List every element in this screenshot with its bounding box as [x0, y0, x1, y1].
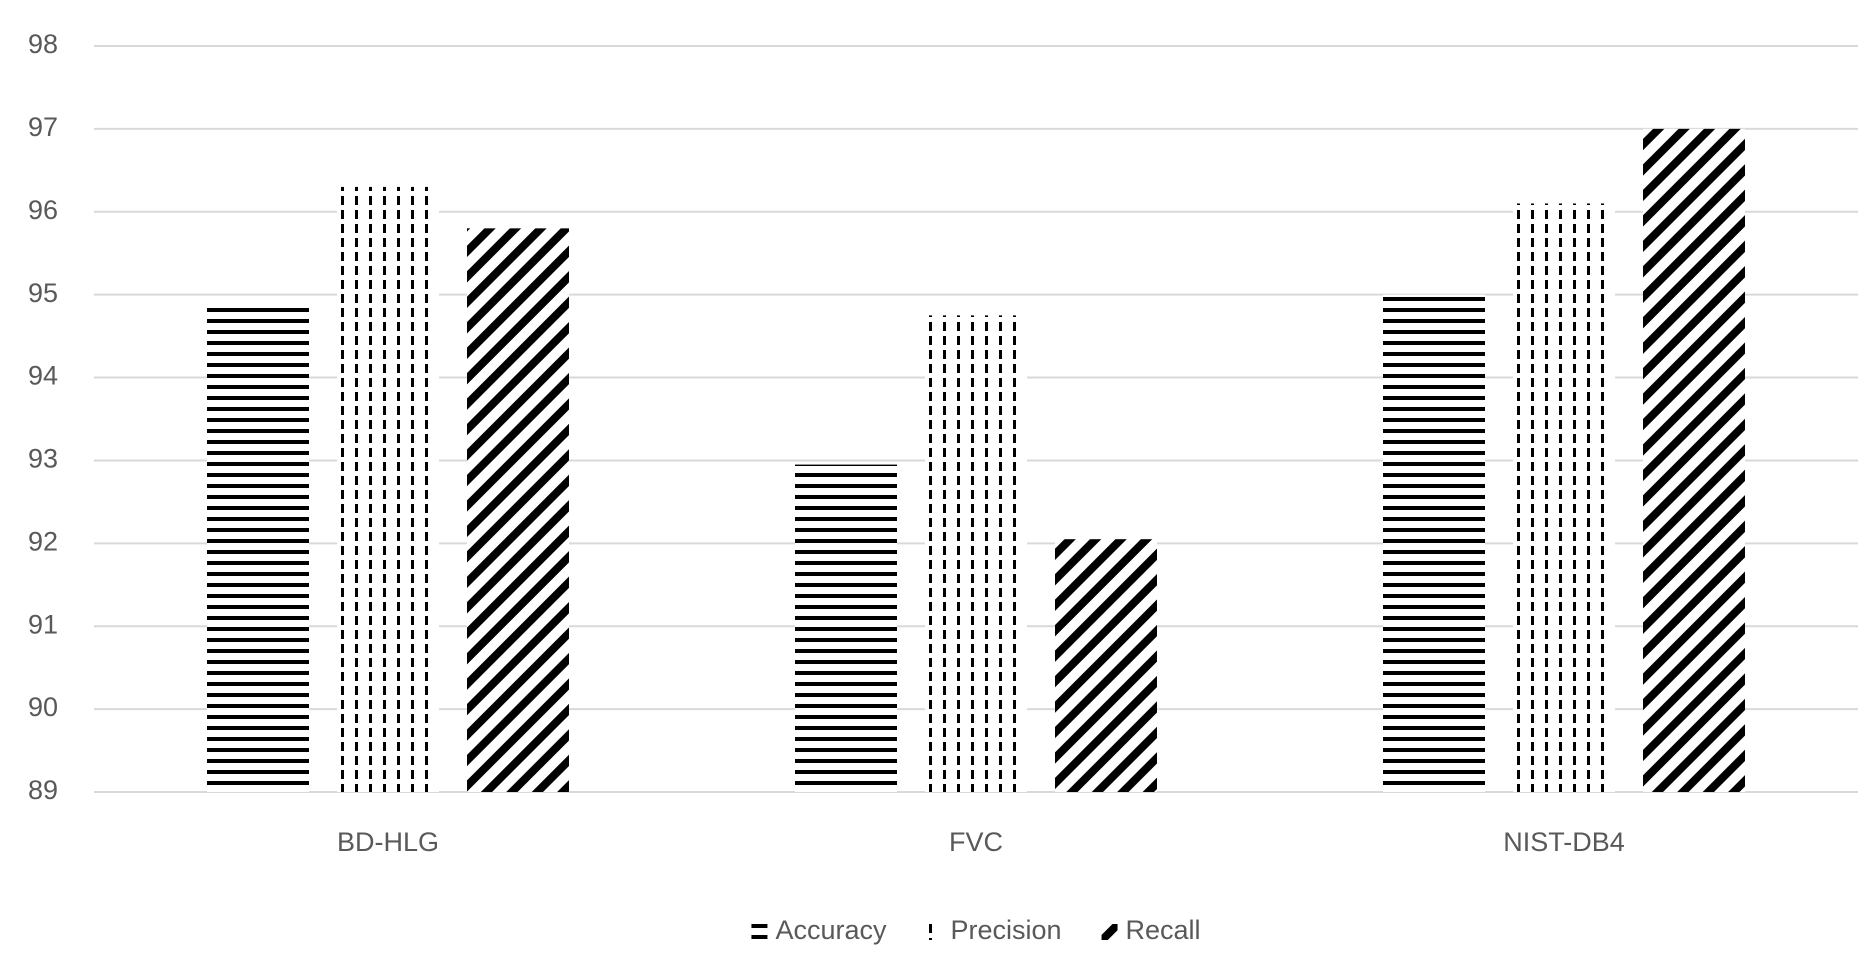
bar — [337, 186, 439, 792]
legend-label: Accuracy — [775, 915, 887, 945]
legend-label: Recall — [1126, 915, 1201, 945]
x-tick-label: FVC — [949, 827, 1003, 857]
bar — [1383, 294, 1485, 792]
y-tick-label: 98 — [28, 29, 58, 59]
y-tick-label: 89 — [28, 775, 58, 805]
legend-swatch — [751, 924, 768, 940]
bar — [1643, 128, 1745, 792]
y-tick-label: 93 — [28, 444, 58, 474]
y-tick-label: 90 — [28, 692, 58, 722]
y-tick-label: 91 — [28, 609, 58, 639]
bar — [925, 315, 1027, 792]
legend-label: Precision — [950, 915, 1061, 945]
legend-swatch — [1101, 924, 1118, 940]
y-tick-label: 92 — [28, 526, 58, 556]
bar — [207, 307, 309, 792]
x-tick-label: NIST-DB4 — [1503, 827, 1625, 857]
x-tick-label: BD-HLG — [337, 827, 439, 857]
bar — [795, 464, 897, 792]
y-tick-label: 96 — [28, 195, 58, 225]
bar — [467, 228, 569, 792]
bar — [1513, 203, 1615, 792]
y-tick-label: 97 — [28, 112, 58, 142]
y-tick-label: 94 — [28, 361, 58, 391]
y-tick-label: 95 — [28, 278, 58, 308]
bar — [1055, 539, 1157, 792]
legend-swatch — [926, 924, 943, 940]
